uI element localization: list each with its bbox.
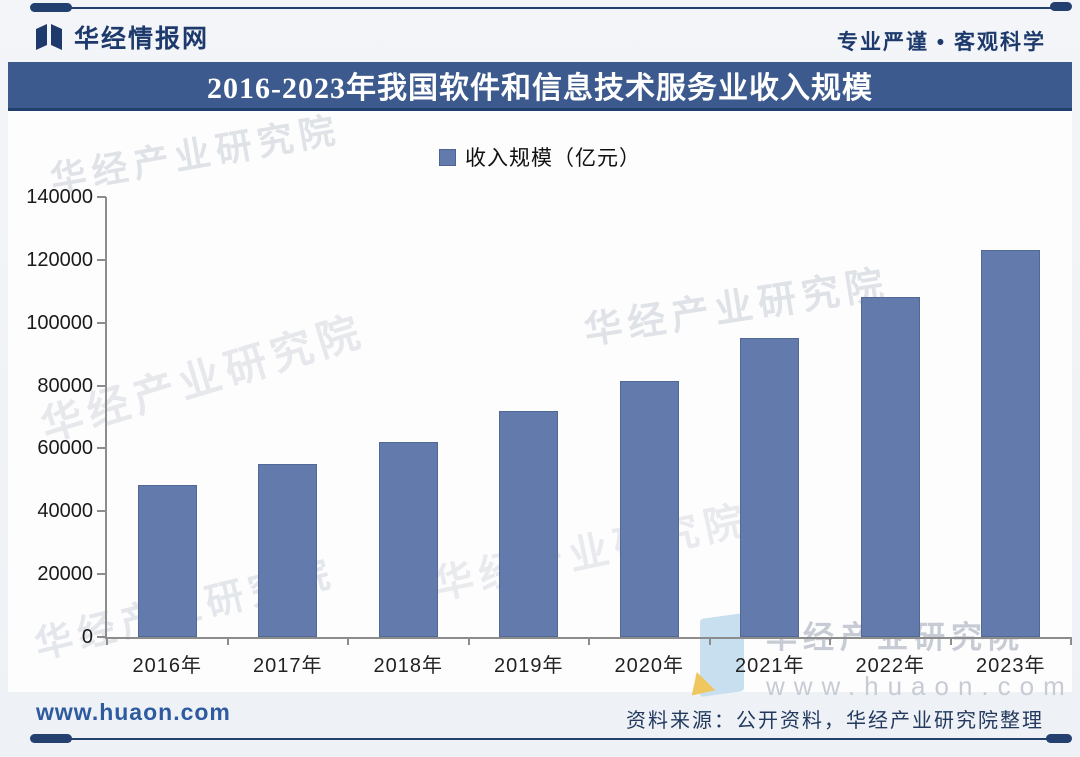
x-axis-label: 2017年 <box>253 655 323 677</box>
open-book-logo-icon <box>34 22 64 52</box>
y-tick-label: 60000 <box>37 437 93 460</box>
y-tick <box>97 196 106 198</box>
y-tick-label: 20000 <box>37 563 93 586</box>
bottom-rule-right-cap <box>1046 734 1072 743</box>
x-axis-label: 2019年 <box>494 655 564 677</box>
x-axis-label: 2020年 <box>614 655 684 677</box>
x-tick <box>347 637 349 645</box>
bar-2020年 <box>619 380 679 637</box>
x-tick <box>467 637 470 645</box>
x-axis-label: 2022年 <box>855 655 925 677</box>
chart-legend: 收入规模（亿元） <box>0 142 1080 172</box>
bar-2018年 <box>378 442 438 637</box>
footer-source-note: 资料来源：公开资料，华经产业研究院整理 <box>626 710 1044 732</box>
y-tick-label: 100000 <box>26 311 93 334</box>
bar-2016年 <box>137 484 197 637</box>
top-rule-right-cap <box>1050 2 1072 11</box>
bar-2019年 <box>499 411 559 637</box>
x-axis-label: 2023年 <box>976 655 1046 677</box>
title-banner: 2016-2023年我国软件和信息技术服务业收入规模 <box>8 62 1072 112</box>
bar-2021年 <box>740 338 800 637</box>
y-tick-label: 0 <box>81 626 93 648</box>
y-tick <box>97 384 106 387</box>
x-tick <box>226 637 229 645</box>
x-tick <box>829 637 831 645</box>
header-brand: 华经情报网 <box>34 19 209 55</box>
y-tick <box>97 636 106 638</box>
legend-label: 收入规模（亿元） <box>465 147 641 170</box>
legend-marker-square <box>439 148 456 166</box>
y-tick <box>97 447 106 450</box>
footer-site-url: www.huaon.com <box>36 699 231 725</box>
x-tick <box>1070 637 1072 645</box>
y-tick <box>97 258 106 261</box>
top-rule-line <box>36 7 1068 9</box>
x-axis-label: 2018年 <box>373 655 443 677</box>
x-axis-label: 2021年 <box>735 655 805 677</box>
x-tick <box>588 637 590 645</box>
y-tick-label: 140000 <box>26 186 93 208</box>
x-tick <box>708 637 711 645</box>
y-tick <box>97 321 106 324</box>
x-tick <box>949 637 952 645</box>
bar-2017年 <box>258 464 318 637</box>
header-tagline: 专业严谨 • 客观科学 <box>836 31 1046 54</box>
y-tick-label: 120000 <box>26 248 93 271</box>
plot-area: 0 20000 40000 60000 80000 100000 120000 140000 2… <box>26 186 1072 677</box>
bar-2023年 <box>981 249 1041 637</box>
y-tick <box>97 573 106 576</box>
y-tick-label: 80000 <box>37 374 93 397</box>
x-tick <box>106 637 108 645</box>
brand-name: 华经情报网 <box>74 25 210 53</box>
y-tick-label: 40000 <box>37 500 93 523</box>
bottom-rule-line <box>36 738 1048 740</box>
page-title: 2016-2023年我国软件和信息技术服务业收入规模 <box>207 72 873 105</box>
x-axis-label: 2016年 <box>132 655 202 677</box>
bar-2022年 <box>860 297 920 637</box>
y-tick <box>97 510 106 513</box>
